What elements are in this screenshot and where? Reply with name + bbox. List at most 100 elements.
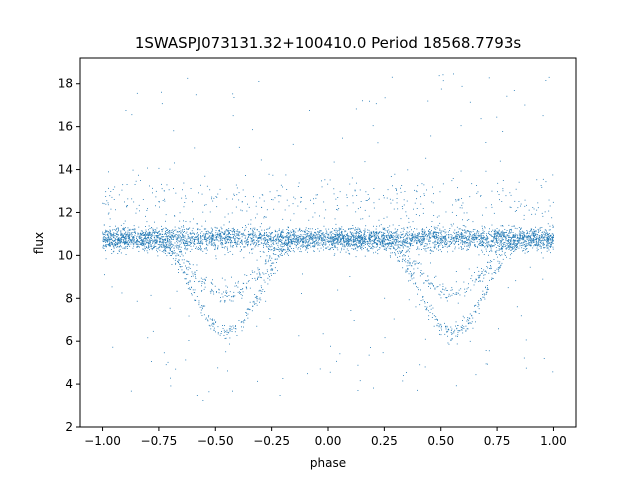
data-point [373, 225, 374, 227]
data-point [305, 227, 307, 229]
data-point [360, 244, 362, 246]
data-point [376, 225, 378, 227]
data-point [281, 246, 283, 248]
data-point [384, 337, 386, 339]
data-point [499, 267, 501, 269]
data-point [131, 238, 133, 240]
data-point [229, 330, 231, 332]
data-point [531, 238, 533, 239]
data-point [406, 372, 407, 373]
data-point [440, 327, 442, 329]
data-point [544, 236, 545, 238]
data-point [158, 246, 160, 248]
data-point [210, 236, 212, 238]
data-point [456, 215, 457, 216]
data-point [217, 234, 219, 236]
data-point [213, 197, 215, 199]
data-point [462, 239, 463, 241]
data-point [392, 233, 394, 235]
data-point [467, 242, 468, 244]
data-point [209, 325, 211, 327]
data-point [336, 360, 337, 362]
data-point [327, 246, 329, 248]
data-point [323, 217, 325, 219]
data-point [440, 242, 441, 244]
data-point [270, 241, 272, 243]
data-point [483, 293, 485, 295]
data-point [242, 227, 243, 228]
data-point [273, 273, 274, 274]
data-point [349, 239, 351, 241]
data-point [117, 238, 119, 240]
data-point [407, 260, 409, 262]
data-point [552, 248, 554, 250]
data-point [481, 273, 483, 274]
data-point [394, 242, 396, 244]
data-point [353, 245, 355, 247]
data-point [255, 279, 257, 281]
data-point [233, 236, 234, 238]
data-point [345, 241, 346, 243]
data-point [339, 353, 341, 355]
data-point [189, 263, 191, 265]
data-point [462, 230, 464, 231]
data-point [346, 197, 348, 198]
data-point [535, 226, 536, 228]
data-point [463, 238, 465, 239]
data-point [129, 230, 131, 231]
data-point [112, 236, 114, 238]
data-point [217, 193, 219, 195]
data-point [112, 240, 113, 242]
data-point [409, 248, 411, 250]
data-point [368, 229, 370, 231]
data-point [456, 239, 457, 241]
data-point [416, 240, 417, 242]
data-point [110, 242, 112, 244]
data-point [112, 234, 114, 236]
data-point [430, 308, 432, 310]
data-point [146, 242, 148, 244]
data-point [194, 239, 196, 240]
data-point [305, 235, 307, 237]
data-point [214, 285, 216, 287]
data-point [364, 161, 366, 163]
data-point [279, 248, 280, 250]
data-point [254, 229, 256, 230]
data-point [429, 283, 431, 285]
data-point [247, 245, 249, 247]
data-point [552, 246, 554, 248]
data-point [509, 258, 511, 259]
data-point [120, 238, 122, 240]
data-point [486, 288, 488, 290]
data-point [194, 241, 195, 242]
data-point [463, 281, 465, 283]
data-point [204, 236, 206, 238]
data-point [274, 267, 276, 269]
data-point [154, 243, 156, 245]
data-point [366, 238, 367, 240]
data-point [244, 230, 246, 232]
data-point [422, 239, 424, 241]
data-point [345, 238, 347, 240]
data-point [319, 231, 321, 233]
data-point [471, 314, 473, 316]
data-point [194, 239, 195, 241]
data-point [490, 234, 492, 236]
data-point [434, 287, 436, 289]
data-point [277, 239, 279, 240]
data-point [145, 237, 146, 239]
data-point [215, 234, 217, 236]
data-point [405, 258, 406, 260]
data-point [208, 316, 209, 318]
data-point [459, 207, 461, 209]
data-point [402, 243, 404, 245]
data-point [266, 228, 268, 230]
data-point [128, 235, 130, 237]
data-point [370, 239, 371, 241]
data-point [269, 256, 271, 258]
data-point [414, 202, 416, 204]
data-point [530, 241, 532, 242]
data-point [433, 315, 435, 317]
data-point [246, 240, 248, 241]
data-point [211, 239, 213, 240]
